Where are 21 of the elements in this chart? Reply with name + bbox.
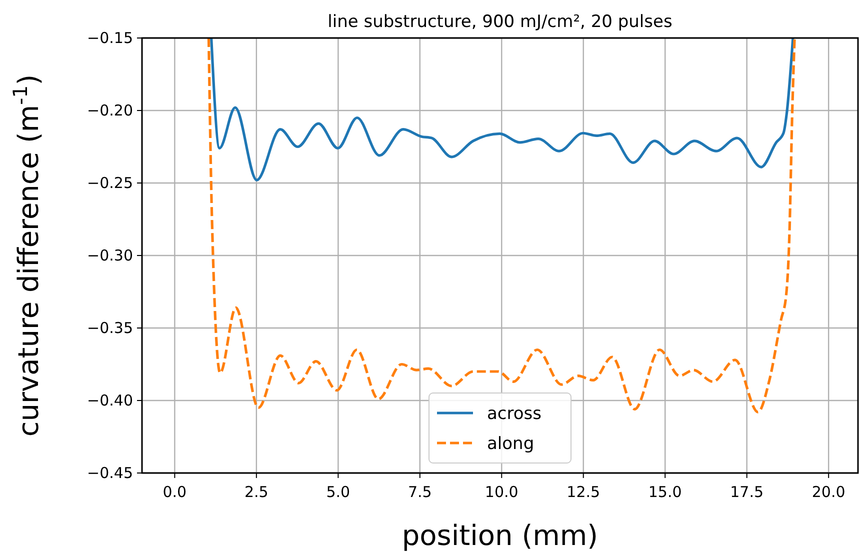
x-tick-label: 2.5 [244, 483, 268, 501]
x-tick-label: 0.0 [162, 483, 187, 501]
y-tick-label: −0.20 [87, 102, 133, 120]
y-tick-label: −0.25 [87, 174, 133, 192]
legend-label: across [487, 404, 542, 424]
x-tick-label: 15.0 [648, 483, 682, 501]
x-axis-title: position (mm) [402, 519, 598, 552]
x-tick-label: 20.0 [812, 483, 846, 501]
x-tick-label: 17.5 [730, 483, 764, 501]
y-tick-label: −0.35 [87, 319, 133, 337]
y-tick-label: −0.15 [87, 29, 133, 47]
x-tick-label: 5.0 [326, 483, 350, 501]
x-tick-label: 10.0 [484, 483, 518, 501]
y-tick-label: −0.40 [87, 392, 133, 410]
y-tick-label: −0.30 [87, 246, 133, 264]
y-tick-label: −0.45 [87, 464, 133, 482]
x-tick-label: 12.5 [566, 483, 600, 501]
x-tick-label: 7.5 [408, 483, 432, 501]
chart-title: line substructure, 900 mJ/cm², 20 pulses [328, 12, 672, 32]
line-series [210, 38, 794, 182]
legend-label: along [487, 434, 534, 454]
